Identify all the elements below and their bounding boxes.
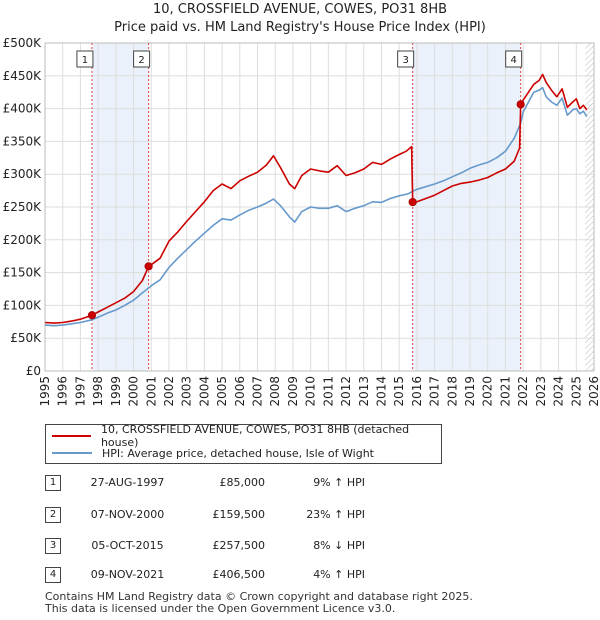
transaction-hpi-change: 4% ↑ HPI (313, 568, 365, 581)
x-tick-label: 2024 (552, 376, 566, 407)
sale-point (144, 262, 153, 271)
annotation-label: 4 (510, 55, 516, 66)
x-tick-label: 2007 (251, 376, 265, 407)
x-tick-label: 1997 (73, 376, 87, 407)
x-tick-label: 2022 (516, 376, 530, 407)
x-tick-label: 2023 (534, 376, 548, 407)
annotation-label: 3 (402, 55, 408, 66)
y-tick-label: £500K (3, 36, 43, 50)
transaction-hpi-change: 9% ↑ HPI (313, 476, 365, 489)
y-tick-label: £100K (3, 298, 43, 312)
transaction-price: £159,500 (212, 508, 266, 521)
x-tick-label: 2015 (392, 376, 406, 407)
transaction-marker-box: 4 (45, 567, 61, 583)
annotation-box (397, 50, 415, 68)
x-tick-label: 2006 (233, 376, 247, 407)
sale-point (408, 197, 417, 207)
footer-copyright: Contains HM Land Registry data © Crown c… (45, 590, 473, 603)
x-tick-label: 1999 (109, 376, 123, 407)
x-tick-label: 1996 (56, 376, 70, 407)
x-tick-label: 1995 (38, 376, 52, 407)
annotation-label: 2 (138, 55, 144, 66)
legend-item-property: 10, CROSSFIELD AVENUE, COWES, PO31 8HB (… (52, 423, 441, 449)
legend-label-property: 10, CROSSFIELD AVENUE, COWES, PO31 8HB (… (100, 423, 410, 449)
series-line-hpi (44, 86, 588, 327)
transaction-price: £257,500 (212, 539, 266, 552)
x-tick-label: 2017 (428, 376, 442, 407)
chart-title: 10, CROSSFIELD AVENUE, COWES, PO31 8HB (152, 2, 448, 17)
transaction-hpi-change: 8% ↓ HPI (313, 539, 365, 552)
x-tick-label: 2019 (463, 376, 477, 407)
transaction-marker-box: 2 (45, 507, 61, 523)
transaction-marker-box: 3 (45, 538, 61, 554)
x-tick-label: 2005 (215, 376, 229, 407)
x-tick-label: 2012 (339, 376, 353, 407)
x-tick-label: 2010 (304, 376, 318, 407)
y-tick-label: £300K (3, 167, 43, 181)
x-tick-label: 1998 (91, 376, 105, 407)
legend-swatch-hpi (52, 452, 92, 454)
x-tick-label: 2014 (374, 376, 388, 407)
x-tick-label: 2000 (127, 376, 141, 407)
sale-point (87, 311, 97, 320)
legend-item-hpi: HPI: Average price, detached house, Isle… (52, 445, 374, 461)
y-tick-label: £0 (26, 364, 41, 378)
x-tick-label: 2003 (180, 376, 194, 407)
chart-subtitle: Price paid vs. HM Land Registry's House … (114, 20, 486, 35)
transaction-date: 09-NOV-2021 (90, 568, 165, 581)
x-tick-label: 2026 (587, 376, 600, 407)
x-tick-label: 2025 (569, 376, 583, 407)
transaction-price: £85,000 (219, 476, 266, 489)
x-tick-label: 2020 (481, 376, 495, 407)
sale-point (516, 100, 525, 109)
annotation-box (133, 50, 151, 68)
y-tick-label: £150K (3, 266, 43, 280)
transaction-row: 1 27-AUG-1997 £85,000 9% ↑ HPI (45, 475, 445, 493)
transaction-hpi-change: 23% ↑ HPI (306, 508, 365, 521)
price-chart: £0 £50K £100K £150K £200K £250K £300K £350K £400… (3, 36, 600, 407)
x-tick-label: 2004 (197, 376, 211, 407)
footer-licence: This data is licensed under the Open Gov… (45, 602, 396, 615)
x-tick-label: 2002 (162, 376, 176, 407)
y-tick-label: £250K (3, 200, 43, 214)
annotation-box (76, 50, 94, 68)
transaction-date: 07-NOV-2000 (90, 508, 165, 521)
x-tick-label: 2016 (410, 376, 424, 407)
x-tick-label: 2008 (268, 376, 282, 407)
transaction-row: 2 07-NOV-2000 £159,500 23% ↑ HPI (45, 507, 445, 525)
y-tick-label: £200K (3, 233, 43, 247)
x-tick-label: 2021 (498, 376, 512, 407)
x-tick-label: 2013 (357, 376, 371, 407)
legend-swatch-property (52, 435, 91, 437)
y-tick-label: £400K (3, 102, 43, 116)
x-tick-label: 2001 (144, 376, 158, 407)
x-tick-label: 2009 (286, 376, 300, 407)
plot-border (44, 42, 595, 372)
transaction-row: 3 05-OCT-2015 £257,500 8% ↓ HPI (45, 538, 445, 556)
transaction-date: 27-AUG-1997 (90, 476, 165, 489)
annotation-box (505, 50, 523, 68)
y-tick-label: £450K (3, 69, 43, 83)
legend-label-hpi: HPI: Average price, detached house, Isle… (102, 446, 374, 460)
transaction-row: 4 09-NOV-2021 £406,500 4% ↑ HPI (45, 567, 445, 585)
x-tick-label: 2011 (321, 376, 335, 407)
y-tick-label: £50K (10, 331, 42, 345)
transaction-price: £406,500 (212, 568, 266, 581)
transaction-marker-box: 1 (45, 475, 61, 491)
y-tick-label: £350K (3, 134, 43, 148)
annotation-label: 1 (82, 55, 88, 66)
transaction-date: 05-OCT-2015 (91, 539, 164, 552)
x-tick-label: 2018 (445, 376, 459, 407)
legend: 10, CROSSFIELD AVENUE, COWES, PO31 8HB (… (45, 423, 442, 464)
